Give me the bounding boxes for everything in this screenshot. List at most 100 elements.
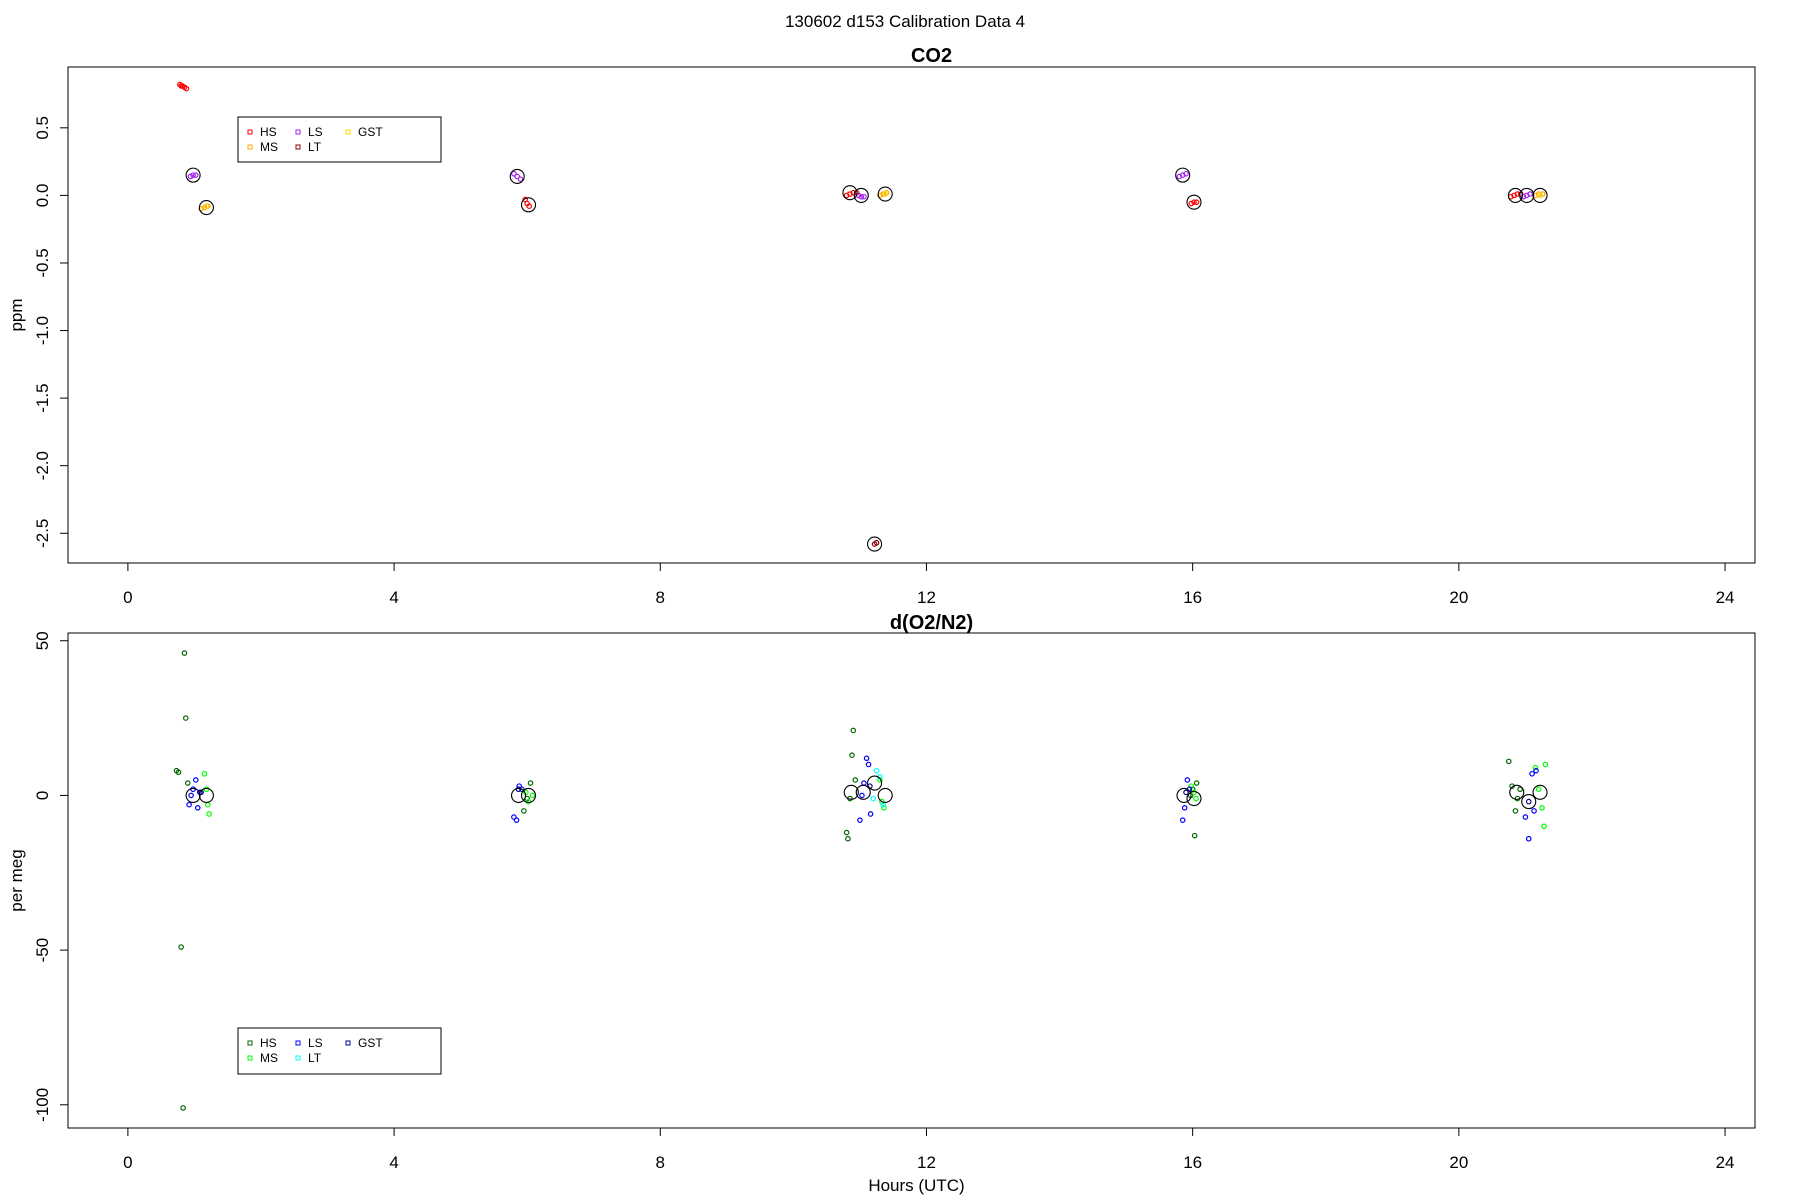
y-tick-label: 0: [33, 791, 52, 800]
mean-marker: [1507, 187, 1523, 203]
mean-marker: [509, 168, 525, 185]
data-point: [1533, 767, 1539, 774]
legend-marker: [295, 1055, 301, 1061]
legend-marker: [295, 129, 301, 135]
data-point: [873, 767, 880, 774]
data-point: [1193, 199, 1200, 205]
co2-panel: CO2 0 4 8 12 16 20 24 0.5 0.0 -0.5 -1.0 -1.5 -2.0 -2.5…: [7, 45, 1756, 607]
data-point: [1529, 770, 1535, 777]
legend-marker: [247, 144, 253, 150]
legend-label: LT: [308, 140, 322, 154]
panel-title: CO2: [911, 45, 952, 67]
data-point: [849, 752, 855, 759]
data-point: [1179, 817, 1186, 823]
legend-marker: [345, 129, 351, 135]
data-point: [858, 193, 865, 200]
legend-label: LS: [308, 125, 323, 139]
data-point: [180, 1105, 186, 1111]
data-point: [514, 173, 521, 180]
y-tick-label: -0.5: [33, 248, 52, 277]
mean-marker: [1176, 787, 1192, 803]
data-point: [1517, 786, 1523, 793]
data-point: [1191, 199, 1197, 205]
data-point: [186, 801, 192, 808]
data-point: [175, 769, 182, 776]
data-point: [883, 189, 890, 196]
data-point: [1525, 798, 1532, 805]
x-tick-label: 16: [1183, 588, 1202, 607]
data-point: [190, 786, 196, 793]
y-tick-label: -100: [33, 1088, 52, 1122]
data-point: [192, 777, 199, 783]
data-point: [1183, 789, 1189, 796]
y-axis-label: ppm: [7, 298, 26, 331]
data-point: [1541, 823, 1547, 830]
data-point: [852, 777, 859, 783]
legend-marker: [247, 129, 253, 135]
data-point: [181, 650, 188, 656]
mean-marker: [867, 536, 883, 552]
data-point: [1191, 832, 1198, 839]
y-tick-label: -50: [33, 938, 52, 963]
legend-marker: [247, 1055, 253, 1061]
y-tick-label: 0.0: [33, 184, 52, 208]
data-point: [850, 727, 857, 734]
data-point: [206, 811, 212, 817]
data-point: [1184, 777, 1191, 783]
mean-marker: [1509, 784, 1525, 800]
data-point: [521, 808, 527, 814]
y-tick-label: 0.5: [33, 116, 52, 140]
mean-marker: [877, 787, 893, 803]
mean-marker: [867, 775, 883, 791]
mean-marker: [520, 787, 537, 803]
data-point: [1532, 764, 1539, 771]
data-point: [529, 792, 536, 799]
data-point: [882, 191, 889, 197]
x-tick-label: 8: [656, 588, 665, 607]
x-tick-label: 24: [1716, 588, 1735, 607]
legend-label: LS: [308, 1036, 323, 1050]
data-point: [178, 944, 184, 950]
data-point: [879, 798, 885, 805]
x-tick-label: 0: [123, 588, 132, 607]
mean-marker: [185, 167, 201, 183]
mean-marker: [198, 787, 214, 803]
data-point: [863, 755, 870, 762]
mean-marker: [1186, 790, 1202, 807]
data-point: [511, 814, 517, 820]
data-point: [881, 804, 887, 811]
data-point: [526, 203, 532, 210]
data-point: [203, 203, 210, 210]
data-point: [843, 829, 850, 836]
data-point: [519, 786, 525, 793]
data-point: [1505, 758, 1512, 765]
x-tick-label: 4: [389, 1153, 398, 1172]
legend-marker: [295, 144, 301, 150]
data-point: [192, 172, 199, 178]
mean-marker: [843, 784, 859, 800]
x-axis-label: Hours (UTC): [868, 1176, 964, 1195]
data-point: [188, 792, 194, 799]
data-point: [1539, 804, 1545, 811]
legend-label: HS: [260, 125, 277, 139]
data-point: [1193, 780, 1200, 786]
o2n2-panel: d(O2/N2) 0 4 8 12 16 20 24 50 0 -50 -100 per meg Hour…: [7, 612, 1756, 1195]
data-point: [867, 811, 874, 817]
data-point: [203, 786, 210, 793]
mean-marker: [520, 197, 537, 213]
data-point: [1522, 814, 1529, 820]
mean-marker: [185, 787, 201, 803]
legend-label: HS: [260, 1036, 277, 1050]
data-point: [511, 170, 517, 177]
data-point: [513, 817, 520, 823]
data-point: [845, 835, 851, 842]
x-tick-label: 20: [1449, 588, 1468, 607]
data-point: [204, 801, 211, 808]
mean-marker: [853, 187, 869, 203]
legend-label: GST: [358, 125, 383, 139]
mean-marker: [1521, 794, 1537, 810]
data-point: [861, 780, 867, 786]
y-tick-label: -1.5: [33, 383, 52, 412]
mean-marker: [1532, 784, 1548, 800]
